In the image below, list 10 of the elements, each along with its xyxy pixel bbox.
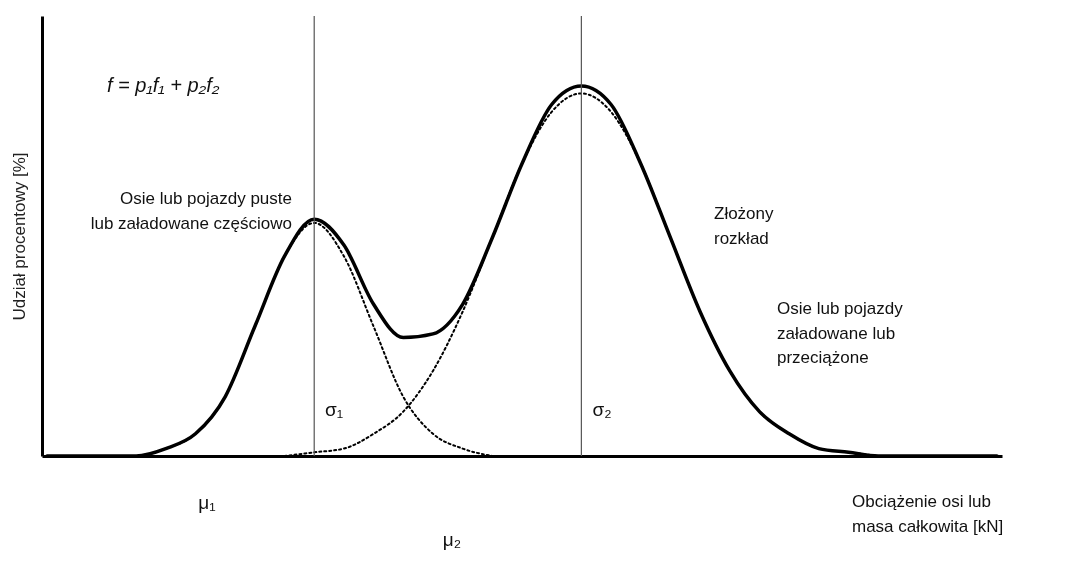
text: Złożony rozkład [714,204,775,248]
annotation: σ₂ [592,399,612,420]
y-axis-title: Udział procentowy [%] [9,152,29,321]
annotation: f = p₁f₁ + p₂f₂ [107,74,220,96]
x-axis-title: Obciążenie osi lub masa całkowita [kN] [852,492,1004,536]
annotation: σ₁ [324,399,344,420]
series-label: Osie lub pojazdy puste lub załadowane częściowo [90,189,292,233]
text: μ₂ [442,529,462,550]
text: μ₁ [198,492,216,513]
text: Osie lub pojazdy załadowane lub przeciążone [777,299,904,368]
